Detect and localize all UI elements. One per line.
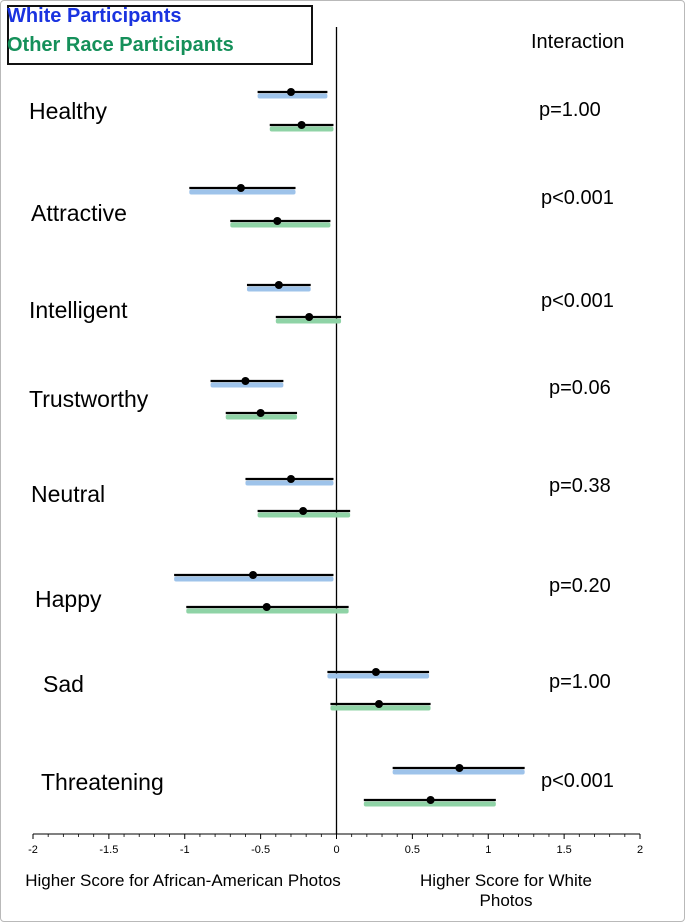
x-tick-label-0: -2 xyxy=(28,844,38,856)
x-tick-label-8: 2 xyxy=(637,844,643,856)
x-label-left: Higher Score for African-American Photos xyxy=(25,871,341,890)
sad-white-mean-point xyxy=(371,668,380,676)
trustworthy-other-ci-shadow xyxy=(225,414,298,420)
threatening-white-ci-shadow xyxy=(392,769,525,775)
attractive-white-ci-shadow xyxy=(189,189,296,195)
legend xyxy=(7,5,313,65)
p-value-neutral: p=0.38 xyxy=(549,475,611,497)
x-tick-label-4: 0 xyxy=(333,844,339,856)
category-label-threatening: Threatening xyxy=(41,769,164,795)
category-label-intelligent: Intelligent xyxy=(29,297,128,323)
p-value-attractive: p<0.001 xyxy=(541,187,614,209)
neutral-white-mean-point xyxy=(286,475,295,483)
happy-other-mean-point xyxy=(262,603,271,611)
neutral-other-mean-point xyxy=(299,507,308,515)
p-value-sad: p=1.00 xyxy=(549,671,611,693)
x-tick-label-1: -1.5 xyxy=(99,844,118,856)
sad-other-ci-shadow xyxy=(330,705,431,711)
intelligent-other-mean-point xyxy=(305,313,314,321)
legend-other-race-participants: Other Race Participants xyxy=(7,34,234,56)
category-label-attractive: Attractive xyxy=(31,200,127,226)
trustworthy-white-ci-shadow xyxy=(210,382,284,388)
healthy-other-mean-point xyxy=(297,121,306,129)
sad-other-mean-point xyxy=(374,700,383,708)
p-value-healthy: p=1.00 xyxy=(539,99,601,121)
healthy-other-ci-shadow xyxy=(269,126,334,132)
interaction-header: Interaction xyxy=(531,31,625,53)
category-label-healthy: Healthy xyxy=(29,98,107,124)
category-label-sad: Sad xyxy=(43,671,84,697)
intelligent-white-mean-point xyxy=(274,281,283,289)
threatening-white-mean-point xyxy=(455,764,464,772)
intelligent-other-ci-shadow xyxy=(275,318,342,324)
threatening-other-ci-shadow xyxy=(363,801,496,807)
p-value-happy: p=0.20 xyxy=(549,575,611,597)
healthy-white-ci-shadow xyxy=(257,93,328,99)
threatening-other-mean-point xyxy=(426,796,435,804)
trustworthy-white-mean-point xyxy=(241,377,250,385)
x-label-right: Higher Score for White Photos xyxy=(420,871,592,910)
x-tick-label-2: -1 xyxy=(180,844,190,856)
happy-white-mean-point xyxy=(249,571,258,579)
attractive-other-mean-point xyxy=(273,217,282,225)
legend-white-participants: White Participants xyxy=(7,5,182,27)
happy-white-ci-shadow xyxy=(174,576,334,582)
p-value-intelligent: p<0.001 xyxy=(541,290,614,312)
sad-white-ci-shadow xyxy=(327,673,430,679)
x-tick-label-7: 1.5 xyxy=(556,844,571,856)
category-label-trustworthy: Trustworthy xyxy=(29,386,149,412)
happy-other-ci-shadow xyxy=(186,608,349,614)
category-label-happy: Happy xyxy=(35,586,102,612)
p-value-trustworthy: p=0.06 xyxy=(549,377,611,399)
attractive-white-mean-point xyxy=(236,184,245,192)
neutral-other-ci-shadow xyxy=(257,512,351,518)
attractive-other-ci-shadow xyxy=(230,222,331,228)
x-tick-label-5: 0.5 xyxy=(405,844,420,856)
p-value-threatening: p<0.001 xyxy=(541,770,614,792)
trustworthy-other-mean-point xyxy=(256,409,265,417)
neutral-white-ci-shadow xyxy=(245,480,334,486)
x-tick-label-6: 1 xyxy=(485,844,491,856)
intelligent-white-ci-shadow xyxy=(246,286,311,292)
category-label-neutral: Neutral xyxy=(31,481,106,507)
x-tick-label-3: -0.5 xyxy=(251,844,270,856)
healthy-white-mean-point xyxy=(286,88,295,96)
